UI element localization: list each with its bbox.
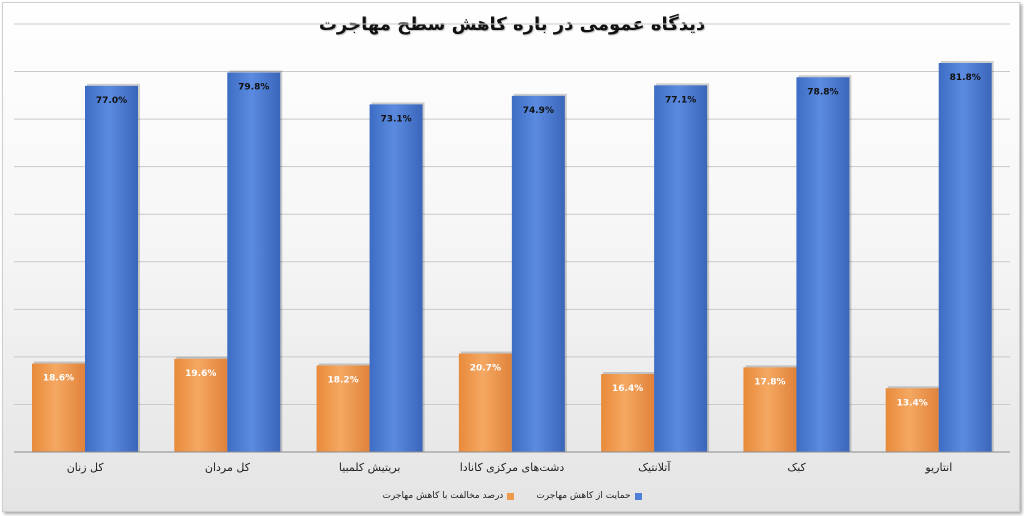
data-label-oppose: 19.6% (185, 369, 216, 379)
bar-support (369, 104, 423, 452)
bar-oppose (601, 374, 655, 452)
bars (32, 60, 994, 453)
data-label-oppose: 17.8% (754, 377, 785, 387)
bar-support (85, 85, 138, 453)
data-label-oppose: 16.4% (612, 384, 643, 394)
data-label-support: 79.8% (238, 83, 269, 93)
data-label-oppose: 13.4% (897, 398, 928, 408)
bar-oppose (32, 363, 85, 452)
data-label-support: 77.1% (665, 95, 696, 105)
legend-item-support: حمایت از کاهش مهاجرت (536, 491, 642, 501)
x-tick-label: بریتیش کلمبیا (339, 461, 401, 474)
legend-label-support: حمایت از کاهش مهاجرت (536, 491, 631, 501)
data-label-oppose: 18.2% (327, 375, 358, 385)
bar-support (511, 95, 565, 452)
x-tick-label: دشت‌های مرکزی کانادا (460, 461, 565, 474)
data-label-support: 78.8% (807, 87, 838, 97)
bar-oppose (174, 358, 228, 452)
bar-oppose (316, 365, 370, 452)
data-label-oppose: 18.6% (43, 374, 74, 384)
x-axis: کل زنان کل مردان بریتیش کلمبیا دشت‌های مرکز… (14, 451, 1010, 474)
x-tick-label: انتاریو (924, 461, 952, 474)
bar-oppose (885, 388, 939, 452)
legend-swatch-support (634, 492, 642, 500)
legend-swatch-oppose (507, 492, 515, 500)
bar-oppose (458, 353, 512, 452)
data-label-support: 73.1% (380, 114, 411, 124)
x-tick-label: کل زنان (67, 461, 105, 474)
bar-oppose (743, 367, 797, 452)
data-labels: 18.6% 77.0% 19.6% 79.8% 18.2% 73.1% 20.7% 74.9%… (43, 73, 981, 408)
data-label-support: 74.9% (523, 106, 554, 116)
x-tick-label: کل مردان (205, 461, 251, 474)
bar-support (654, 85, 708, 452)
x-tick-label: کبک (787, 461, 806, 474)
x-tick-label: آتلانتیک (638, 460, 671, 474)
bar-support (227, 72, 281, 453)
data-label-oppose: 20.7% (470, 364, 501, 374)
data-label-support: 77.0% (96, 96, 127, 106)
data-label-support: 81.8% (950, 73, 981, 83)
legend-item-oppose: درصد مخالفت با کاهش مهاجرت (382, 491, 515, 501)
bar-support (938, 62, 992, 453)
legend: حمایت از کاهش مهاجرت درصد مخالفت با کاهش… (0, 491, 1024, 501)
legend-label-oppose: درصد مخالفت با کاهش مهاجرت (382, 491, 504, 501)
bar-support (796, 77, 850, 453)
